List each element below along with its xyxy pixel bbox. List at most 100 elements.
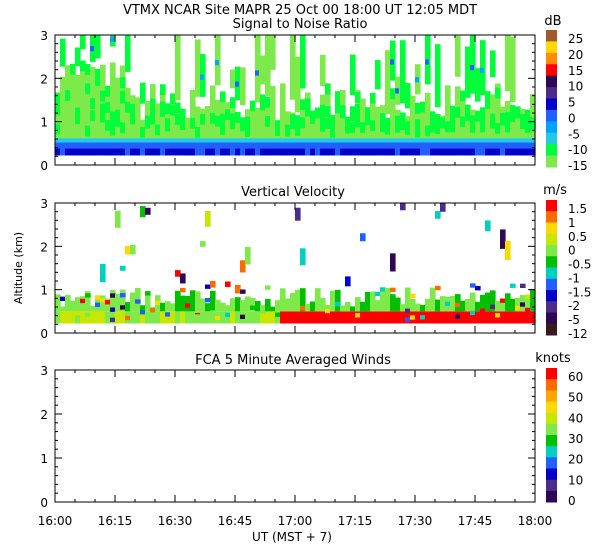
vv-cell bbox=[220, 302, 226, 312]
vv-cell bbox=[350, 311, 356, 324]
vv-cell bbox=[440, 203, 446, 212]
colorbar-label: -5 bbox=[568, 127, 580, 141]
vv-cell bbox=[140, 305, 146, 312]
colorbar-swatch bbox=[546, 30, 557, 42]
snr-cell bbox=[505, 121, 511, 133]
snr-cell bbox=[320, 148, 326, 156]
snr-cell bbox=[290, 116, 296, 128]
snr-cell bbox=[85, 125, 91, 137]
snr-cell bbox=[380, 138, 386, 143]
vv-cell bbox=[340, 311, 346, 324]
vv-cell bbox=[500, 229, 506, 249]
snr-cell bbox=[240, 67, 246, 106]
snr-cell bbox=[305, 142, 311, 149]
snr-cell bbox=[125, 35, 131, 72]
colorbar-label: -1.5 bbox=[568, 285, 591, 299]
snr-cell bbox=[325, 138, 331, 143]
snr-cell bbox=[135, 142, 141, 149]
snr-cell bbox=[465, 142, 471, 149]
snr-cell bbox=[295, 142, 301, 149]
snr-cell bbox=[295, 138, 301, 143]
y-tick-label: 0 bbox=[40, 327, 48, 341]
y-tick-label: 0 bbox=[40, 496, 48, 510]
vv-cell bbox=[430, 311, 436, 324]
snr-cell bbox=[525, 118, 531, 130]
vv-cell bbox=[160, 311, 166, 324]
snr-cell bbox=[305, 138, 311, 143]
vv-cell bbox=[265, 285, 271, 290]
snr-cell bbox=[220, 124, 226, 135]
vv-cell bbox=[355, 313, 361, 318]
vv-cell bbox=[270, 311, 276, 324]
snr-title: Signal to Noise Ratio bbox=[233, 17, 368, 32]
vv-cell bbox=[110, 311, 116, 324]
snr-cell bbox=[85, 148, 91, 156]
snr-cell bbox=[120, 122, 126, 134]
vv-cell bbox=[115, 294, 121, 312]
vv-cell bbox=[145, 292, 151, 312]
vv-cell bbox=[365, 291, 371, 312]
snr-cell bbox=[400, 40, 406, 104]
snr-cell bbox=[110, 36, 114, 42]
snr-cell bbox=[85, 83, 91, 95]
vv-cell bbox=[280, 311, 286, 324]
snr-cell bbox=[370, 142, 376, 149]
snr-cell bbox=[215, 59, 219, 66]
vv-cell bbox=[385, 287, 391, 312]
vv-cell bbox=[350, 306, 356, 312]
vv-cell bbox=[140, 311, 146, 324]
colorbar-label: 1 bbox=[568, 216, 576, 230]
snr-cell bbox=[405, 83, 411, 109]
snr-cell bbox=[95, 68, 101, 80]
snr-cell bbox=[235, 138, 241, 143]
snr-cell bbox=[395, 138, 401, 143]
y-tick-label: 3 bbox=[40, 197, 48, 211]
snr-cell bbox=[385, 123, 391, 135]
vv-cell bbox=[405, 308, 411, 313]
snr-cell bbox=[300, 35, 306, 89]
colorbar-swatch bbox=[546, 222, 557, 235]
vv-cell bbox=[445, 301, 451, 306]
snr-cell bbox=[225, 109, 231, 121]
vv-cell bbox=[180, 273, 186, 284]
snr-cell bbox=[425, 142, 431, 149]
vv-cell bbox=[140, 310, 146, 315]
snr-colorbar: 25 20 15 10 50 -5 -10 -15 bbox=[546, 30, 588, 173]
vv-cell bbox=[260, 309, 266, 314]
vv-cell bbox=[330, 290, 336, 312]
snr-cell bbox=[450, 142, 456, 149]
snr-cell bbox=[125, 142, 131, 149]
snr-cell bbox=[470, 142, 476, 149]
vv-cell bbox=[320, 297, 326, 312]
vv-cell bbox=[450, 311, 456, 324]
snr-cell bbox=[500, 148, 506, 156]
colorbar-swatch bbox=[546, 301, 557, 313]
snr-cell bbox=[135, 138, 141, 143]
snr-cell bbox=[85, 142, 91, 149]
snr-cell bbox=[295, 56, 301, 113]
snr-cell bbox=[250, 142, 256, 149]
snr-cell bbox=[410, 138, 416, 143]
snr-cell bbox=[290, 138, 296, 143]
snr-cell bbox=[430, 121, 436, 133]
snr-cell bbox=[390, 148, 396, 156]
colorbar-swatch bbox=[546, 245, 557, 257]
snr-cell bbox=[380, 142, 386, 149]
snr-cell bbox=[455, 148, 461, 156]
vv-cell bbox=[260, 311, 266, 324]
vv-cell bbox=[165, 301, 171, 312]
snr-cell bbox=[155, 142, 161, 149]
snr-cell bbox=[510, 111, 516, 123]
vv-cell bbox=[125, 302, 131, 312]
colorbar-swatch bbox=[546, 256, 557, 268]
snr-cell bbox=[115, 116, 121, 127]
snr-cell bbox=[465, 46, 471, 98]
y-tick-label: 2 bbox=[40, 240, 48, 254]
snr-cell bbox=[80, 60, 86, 72]
snr-cell bbox=[400, 112, 406, 124]
snr-cell bbox=[490, 50, 496, 78]
snr-cell bbox=[100, 111, 106, 123]
snr-cell bbox=[180, 109, 186, 120]
snr-cell bbox=[90, 110, 96, 122]
vv-cell bbox=[230, 311, 236, 324]
